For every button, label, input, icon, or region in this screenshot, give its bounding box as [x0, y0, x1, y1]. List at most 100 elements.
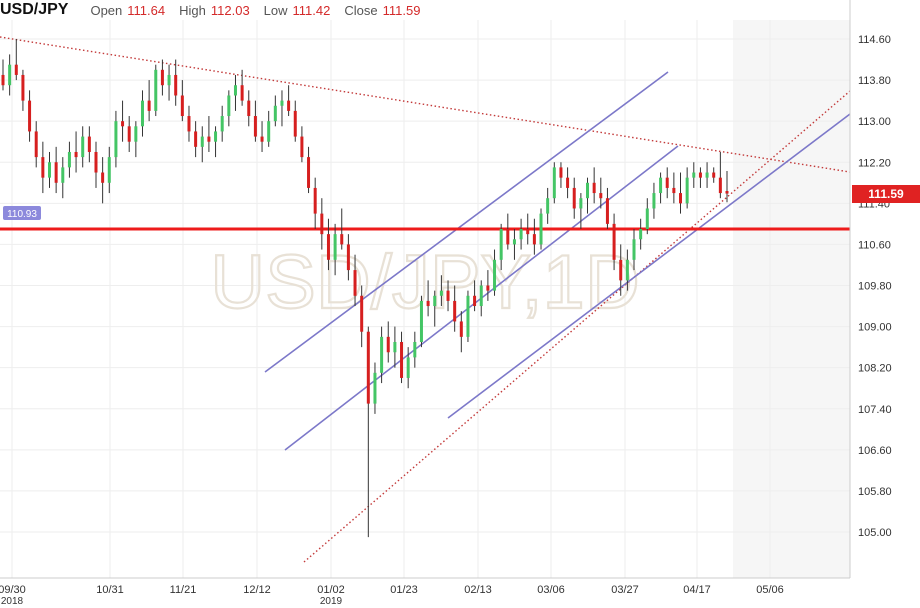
candle [253, 100, 257, 142]
level-label-text: 110.93 [7, 209, 37, 220]
candle-body [386, 336, 390, 353]
candle-body [61, 167, 65, 183]
candle [612, 213, 616, 271]
candle-body [307, 157, 311, 188]
candle [685, 167, 689, 209]
x-tick-label: 10/31 [96, 584, 124, 596]
candle [446, 280, 450, 312]
candle-body [499, 229, 503, 260]
candle [233, 74, 237, 111]
candle [127, 116, 131, 152]
candle [479, 280, 483, 317]
candle [160, 59, 164, 96]
candle-body [366, 331, 370, 404]
candle [34, 121, 38, 168]
candle-body [419, 300, 423, 342]
candle-body [679, 193, 683, 204]
candle-body [705, 172, 709, 178]
candle [307, 146, 311, 194]
candle-body [154, 69, 158, 111]
candle [426, 280, 430, 317]
candle-body [572, 187, 576, 209]
candle [333, 223, 337, 276]
candle-body [360, 295, 364, 332]
candle-body [101, 172, 105, 183]
candle [652, 182, 656, 219]
y-tick-label: 109.00 [858, 322, 892, 334]
trend-lines [0, 36, 851, 563]
candle [101, 157, 105, 204]
candle-body [253, 116, 257, 137]
candle-body [466, 295, 470, 337]
candle-body [659, 177, 663, 194]
y-tick-label: 105.00 [858, 527, 892, 539]
candle-body [87, 136, 91, 152]
candle [546, 187, 550, 224]
candle [373, 362, 377, 414]
candle [300, 126, 304, 163]
candle [605, 187, 609, 230]
y-tick-label: 107.40 [858, 404, 892, 416]
candle-body [712, 172, 716, 178]
candle-body [692, 172, 696, 178]
candle [114, 110, 118, 168]
candle-body [326, 234, 330, 260]
candle-body [625, 259, 629, 281]
close-value: 111.59 [382, 2, 421, 18]
candle-body [333, 234, 337, 260]
candle-body [539, 213, 543, 245]
candle [293, 100, 297, 142]
candle-body [81, 136, 85, 158]
candle [572, 177, 576, 219]
high-label: High [179, 2, 206, 18]
x-tick-year-label: 2019 [320, 596, 343, 607]
candle-body [134, 126, 138, 142]
close-label: Close [344, 2, 378, 18]
candle-body [698, 172, 702, 178]
candle-body [373, 372, 377, 404]
candle-body [214, 131, 218, 142]
candle-body [220, 116, 224, 132]
candle [512, 229, 516, 260]
candle-body [121, 121, 125, 127]
candle-body [566, 177, 570, 188]
x-tick-label: 02/13 [464, 584, 492, 596]
candle-body [54, 162, 58, 183]
candle-body [180, 95, 184, 117]
low-label: Low [263, 2, 288, 18]
candle-body [532, 234, 536, 245]
candle [167, 64, 171, 101]
candle [679, 172, 683, 214]
candle-body [340, 234, 344, 245]
x-tick-label: 04/17 [683, 584, 711, 596]
candle-body [353, 270, 357, 296]
candle-body [187, 116, 191, 132]
open-label: Open [90, 2, 123, 18]
candle [532, 218, 536, 255]
y-tick-label: 108.20 [858, 363, 892, 375]
candle-body [174, 74, 178, 96]
candle-body [313, 187, 317, 214]
candle-body [665, 177, 669, 188]
candle [187, 105, 191, 142]
trendline-descending-resistance [0, 36, 851, 173]
candle-body [1, 74, 5, 86]
candle-body [346, 244, 350, 271]
candle-body [320, 213, 324, 235]
candle-body [273, 105, 277, 122]
candle [147, 80, 151, 122]
candle [419, 295, 423, 348]
candle-body [393, 341, 397, 353]
candle [1, 59, 5, 91]
candle-body [546, 198, 550, 214]
candle [579, 193, 583, 230]
candle [386, 321, 390, 363]
candle-body [160, 69, 164, 86]
candle-body [34, 131, 38, 158]
candle-body [446, 290, 450, 301]
candle-body [127, 126, 131, 142]
candle [586, 177, 590, 214]
candle [406, 347, 410, 389]
candle [247, 90, 251, 127]
candle-body [41, 157, 45, 178]
